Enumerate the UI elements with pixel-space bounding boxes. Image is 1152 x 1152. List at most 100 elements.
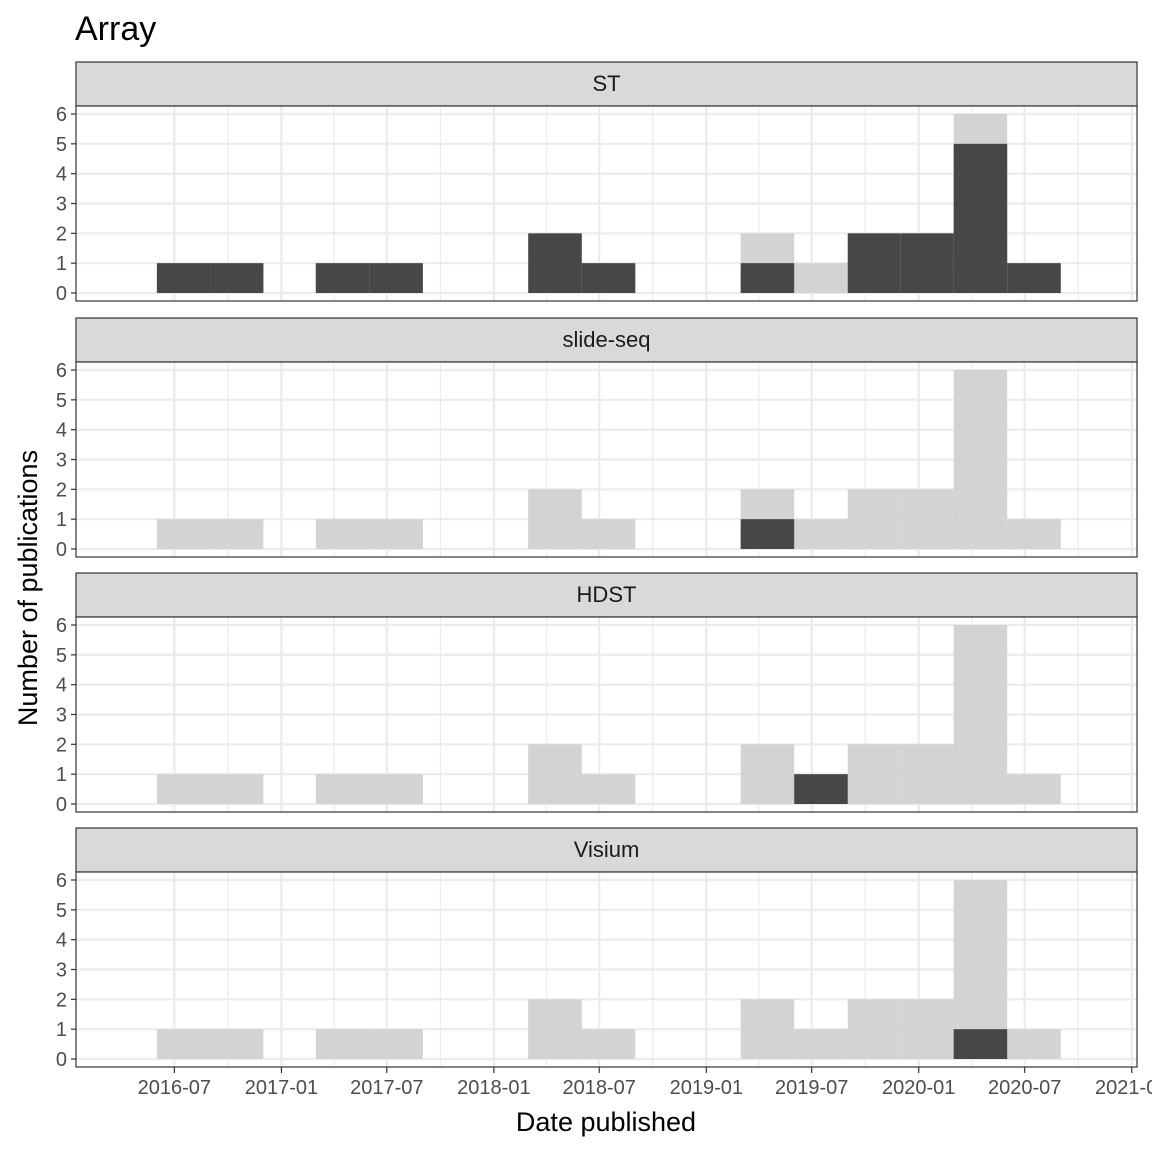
total-bar (794, 1029, 848, 1059)
y-tick-label: 4 (56, 675, 67, 697)
y-tick-label: 1 (56, 253, 67, 275)
panel-bar (369, 263, 423, 293)
y-tick-label: 4 (56, 930, 67, 952)
total-bar (581, 774, 636, 804)
y-tick-label: 2 (56, 223, 67, 245)
total-bar (315, 519, 370, 549)
panel-border (75, 616, 1138, 813)
panel-bar (953, 1029, 1008, 1059)
x-tick-label: 2020-01 (882, 1077, 955, 1099)
panel-bar (528, 233, 582, 293)
total-bar (528, 744, 582, 804)
y-tick-label: 5 (56, 900, 67, 922)
total-bar (847, 999, 901, 1059)
panel-bar (847, 233, 901, 293)
total-bar (156, 519, 211, 549)
panel-bar (740, 519, 795, 549)
y-tick-label: 3 (56, 705, 67, 727)
y-axis-title: Number of publications (13, 450, 43, 726)
panel-bar (581, 263, 636, 293)
x-axis: 2016-07 2017-01 2017-07 2018-01 2018-07 2019-… (138, 1067, 1152, 1099)
strip-label: HDST (577, 582, 637, 607)
x-tick-label: 2019-01 (670, 1077, 743, 1099)
y-tick-label: 5 (56, 390, 67, 412)
total-bar (369, 1029, 423, 1059)
panel-border (75, 105, 1138, 302)
y-tick-label: 0 (56, 1049, 67, 1071)
total-bar (156, 1029, 211, 1059)
panel-bar (156, 263, 211, 293)
panel-bar (315, 263, 370, 293)
facet-panel-st: ST 0 1 2 3 4 5 6 (56, 61, 1138, 305)
panel-border (75, 361, 1138, 558)
y-tick-label: 3 (56, 450, 67, 472)
total-bar (1007, 774, 1061, 804)
strip-label: Visium (574, 837, 640, 862)
x-tick-label: 2017-07 (350, 1077, 423, 1099)
y-tick-label: 6 (56, 870, 67, 892)
total-bar (528, 999, 582, 1059)
total-bar (1007, 519, 1061, 549)
panel-bar (1007, 263, 1061, 293)
total-bar (953, 625, 1008, 804)
y-tick-label: 5 (56, 645, 67, 667)
total-bar (740, 744, 795, 804)
y-tick-label: 4 (56, 420, 67, 442)
y-tick-label: 6 (56, 360, 67, 382)
strip-background (75, 61, 1138, 107)
total-bar (900, 999, 954, 1059)
x-tick-label: 2018-01 (457, 1077, 530, 1099)
total-bar (581, 1029, 636, 1059)
panel-bar (953, 143, 1008, 293)
y-tick-label: 1 (56, 764, 67, 786)
x-tick-label: 2019-07 (775, 1077, 848, 1099)
y-tick-label: 2 (56, 989, 67, 1011)
total-bar (156, 774, 211, 804)
total-bar (210, 519, 264, 549)
y-tick-label: 0 (56, 539, 67, 561)
total-bar (740, 999, 795, 1059)
total-bar (900, 489, 954, 549)
total-bar (315, 774, 370, 804)
y-tick-label: 1 (56, 1019, 67, 1041)
total-bar (315, 1029, 370, 1059)
chart-title: Array (75, 10, 156, 48)
x-tick-label: 2021-01 (1095, 1077, 1152, 1099)
total-bar (847, 744, 901, 804)
total-bar (900, 744, 954, 804)
y-tick-label: 4 (56, 164, 67, 186)
total-bar (528, 489, 582, 549)
total-bar (210, 1029, 264, 1059)
y-tick-label: 2 (56, 479, 67, 501)
x-tick-label: 2016-07 (138, 1077, 211, 1099)
x-tick-label: 2018-07 (563, 1077, 636, 1099)
y-tick-label: 6 (56, 615, 67, 637)
total-bar (847, 489, 901, 549)
y-tick-label: 2 (56, 734, 67, 756)
facet-panels: ST 0 1 2 3 4 5 6 slide-seq 0 1 2 3 4 5 6 HDST 0 1 2 3 4 5 6 Visi… (56, 61, 1138, 1071)
y-tick-label: 0 (56, 283, 67, 305)
strip-label: slide-seq (562, 327, 650, 352)
x-axis-title: Date published (516, 1107, 696, 1137)
panel-bar (900, 233, 954, 293)
y-tick-label: 3 (56, 960, 67, 982)
y-tick-label: 0 (56, 794, 67, 816)
y-tick-label: 6 (56, 104, 67, 126)
x-tick-label: 2020-07 (988, 1077, 1061, 1099)
y-tick-label: 3 (56, 194, 67, 216)
x-tick-label: 2017-01 (245, 1077, 318, 1099)
strip-label: ST (592, 71, 620, 96)
total-bar (1007, 1029, 1061, 1059)
panel-bar (740, 263, 795, 293)
total-bar (794, 519, 848, 549)
total-bar (369, 774, 423, 804)
y-tick-label: 5 (56, 134, 67, 156)
y-tick-label: 1 (56, 509, 67, 531)
total-bar (581, 519, 636, 549)
facet-panel-hdst: HDST 0 1 2 3 4 5 6 (56, 572, 1138, 816)
total-bar (369, 519, 423, 549)
total-bar (953, 370, 1008, 549)
facet-panel-slide-seq: slide-seq 0 1 2 3 4 5 6 (56, 317, 1138, 561)
panel-bar (210, 263, 264, 293)
